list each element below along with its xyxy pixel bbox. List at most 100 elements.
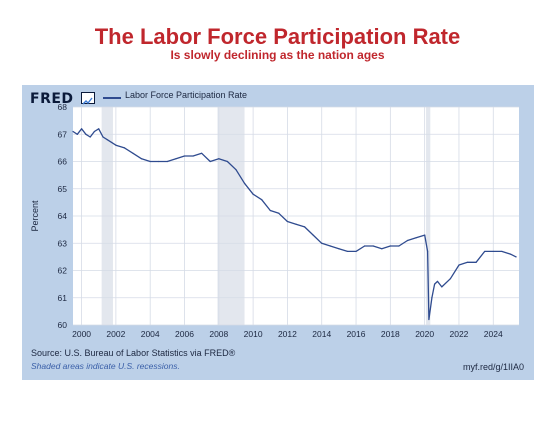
- x-axis: 2000 2002 2004 2006 2008 2010 2012 2014 2016 2018…: [72, 329, 503, 339]
- data-point: [381, 248, 383, 250]
- series-layer: [72, 128, 517, 321]
- fred-logo[interactable]: FRED: [30, 91, 74, 107]
- x-tick-label: 2022: [450, 329, 469, 339]
- data-point: [346, 250, 349, 253]
- page-title: The Labor Force Participation Rate: [94, 24, 461, 49]
- x-tick-label: 2004: [141, 329, 160, 339]
- y-tick-label: 61: [58, 293, 68, 303]
- data-point: [192, 155, 194, 157]
- y-tick-label: 63: [58, 238, 68, 248]
- data-point: [209, 160, 211, 163]
- data-point: [115, 144, 117, 146]
- x-tick-label: 2014: [312, 329, 331, 339]
- data-point: [415, 237, 417, 239]
- data-point: [458, 264, 460, 266]
- short-url-link[interactable]: myf.red/g/1IIA0: [462, 362, 524, 372]
- data-point: [149, 160, 151, 163]
- recession-note: Shaded areas indicate U.S. recessions.: [31, 361, 180, 371]
- x-tick-label: 2010: [244, 329, 263, 339]
- y-tick-label: 66: [58, 157, 68, 167]
- data-point: [76, 133, 78, 135]
- gridlines: [73, 106, 519, 326]
- x-tick-label: 2006: [175, 329, 194, 339]
- fred-logo-chart-icon: [81, 92, 95, 105]
- data-point: [175, 158, 177, 160]
- data-point: [424, 234, 426, 236]
- data-point: [509, 253, 512, 255]
- data-point: [72, 130, 74, 133]
- data-point: [123, 147, 126, 149]
- data-point: [434, 283, 436, 285]
- data-point: [226, 160, 228, 163]
- data-point: [98, 128, 100, 130]
- data-point: [441, 286, 443, 288]
- data-point: [286, 220, 289, 223]
- data-point: [398, 245, 400, 247]
- data-point: [426, 250, 429, 253]
- data-point: [106, 139, 108, 141]
- y-tick-label: 67: [58, 129, 68, 139]
- data-point: [466, 261, 469, 263]
- y-tick-label: 60: [58, 320, 68, 330]
- source-note: Source: U.S. Bureau of Labor Statistics …: [31, 348, 236, 358]
- data-point: [269, 209, 271, 212]
- data-point: [329, 245, 331, 247]
- x-tick-label: 2024: [484, 329, 503, 339]
- data-point: [89, 136, 91, 138]
- data-point: [278, 212, 280, 214]
- data-point: [303, 226, 306, 228]
- data-point: [321, 242, 323, 244]
- x-tick-label: 2012: [278, 329, 297, 339]
- x-tick-label: 2020: [415, 329, 434, 339]
- data-point: [158, 160, 160, 163]
- data-point: [364, 245, 366, 247]
- data-point: [201, 152, 203, 154]
- data-point: [406, 239, 409, 242]
- data-point: [235, 169, 237, 171]
- data-point: [261, 199, 263, 201]
- y-tick-label: 68: [58, 102, 68, 112]
- data-point: [183, 155, 186, 157]
- y-tick-label: 65: [58, 184, 68, 194]
- legend-label: Labor Force Participation Rate: [125, 90, 248, 100]
- data-point: [102, 136, 104, 138]
- x-tick-label: 2016: [347, 329, 366, 339]
- data-point: [166, 160, 168, 163]
- data-point: [218, 158, 220, 160]
- data-point: [295, 223, 297, 225]
- data-point: [85, 133, 87, 135]
- y-tick-label: 64: [58, 211, 68, 221]
- data-point: [372, 245, 374, 247]
- ghost-text-artifact: [0, 68, 280, 81]
- x-tick-label: 2000: [72, 329, 91, 339]
- data-point: [475, 261, 477, 263]
- data-point: [515, 256, 517, 258]
- x-tick-label: 2008: [209, 329, 228, 339]
- data-point: [338, 248, 340, 250]
- data-point: [141, 158, 143, 160]
- y-axis: 60 61 62 63 64 65 66 67 68: [58, 102, 68, 330]
- data-point: [484, 250, 486, 253]
- data-point: [110, 141, 113, 144]
- legend-swatch: [103, 97, 121, 99]
- page-subtitle: Is slowly declining as the nation ages: [170, 48, 385, 62]
- data-point: [132, 152, 134, 154]
- data-point: [355, 250, 357, 253]
- data-point: [243, 182, 246, 184]
- data-point: [80, 128, 83, 130]
- data-point: [428, 318, 430, 321]
- data-point: [431, 297, 433, 299]
- data-point: [93, 130, 96, 133]
- data-point: [449, 278, 451, 280]
- series-line: [72, 128, 517, 321]
- data-point: [436, 280, 439, 282]
- x-tick-label: 2002: [106, 329, 125, 339]
- data-point: [252, 193, 254, 195]
- data-point: [492, 250, 494, 253]
- y-tick-label: 62: [58, 266, 68, 276]
- x-tick-label: 2018: [381, 329, 400, 339]
- data-point: [501, 250, 503, 253]
- y-axis-title: Percent: [30, 200, 40, 232]
